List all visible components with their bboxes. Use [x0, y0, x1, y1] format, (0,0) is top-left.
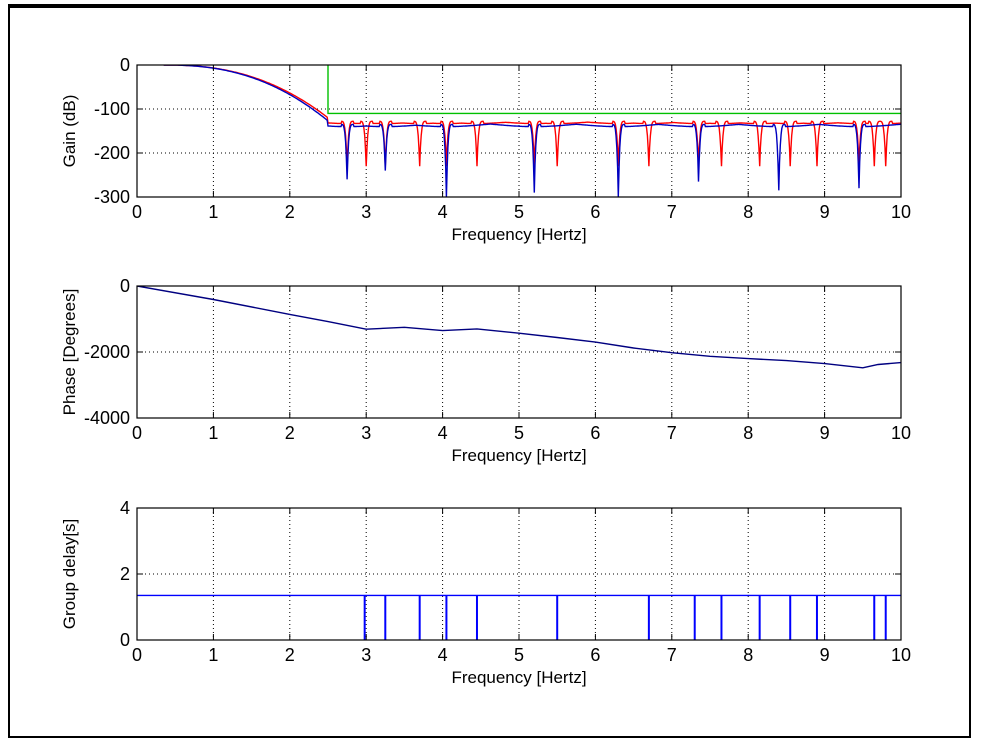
- x-tick-label: 0: [132, 423, 142, 443]
- x-tick-label: 9: [820, 423, 830, 443]
- y-tick-label: -100: [94, 99, 130, 119]
- y-tick-label: -2000: [84, 342, 130, 362]
- x-tick-label: 3: [361, 202, 371, 222]
- x-tick-label: 0: [132, 645, 142, 665]
- x-tick-label: 8: [743, 202, 753, 222]
- x-tick-label: 9: [820, 202, 830, 222]
- plot-1: 0 1 2 3 4 5 6 7 8 9 10 0 -100 -200 -300 Frequency [Hert…: [60, 55, 911, 244]
- x-tick-label: 1: [208, 423, 218, 443]
- series-line-1: [137, 286, 901, 369]
- x-tick-label: 7: [667, 202, 677, 222]
- x-tick-label: 5: [514, 423, 524, 443]
- y-tick-label: -4000: [84, 408, 130, 428]
- plot-2: 0 1 2 3 4 5 6 7 8 9 10 0 -2000 -4000 Frequency [Hertz]…: [60, 276, 911, 465]
- x-axis-label: Frequency [Hertz]: [451, 668, 586, 687]
- x-tick-label: 3: [361, 423, 371, 443]
- x-tick-label: 6: [590, 202, 600, 222]
- x-tick-label: 8: [743, 645, 753, 665]
- y-tick-label: 2: [120, 564, 130, 584]
- series-line-1: [327, 65, 901, 115]
- y-tick-label: 4: [120, 498, 130, 518]
- x-tick-label: 4: [438, 423, 448, 443]
- x-tick-label: 8: [743, 423, 753, 443]
- x-tick-label: 7: [667, 423, 677, 443]
- x-tick-label: 5: [514, 202, 524, 222]
- plot-data: [163, 65, 901, 197]
- x-tick-label: 4: [438, 645, 448, 665]
- x-tick-label: 6: [590, 423, 600, 443]
- plot-data: [137, 594, 901, 640]
- y-tick-label: 0: [120, 276, 130, 296]
- x-tick-label: 2: [285, 423, 295, 443]
- x-tick-label: 2: [285, 202, 295, 222]
- y-tick-label: 0: [120, 630, 130, 650]
- x-tick-label: 0: [132, 202, 142, 222]
- y-axis-label: Phase [Degrees]: [60, 289, 79, 416]
- y-axis-label: Gain (dB): [60, 95, 79, 168]
- x-tick-label: 10: [891, 423, 911, 443]
- y-tick-label: -200: [94, 143, 130, 163]
- x-tick-label: 5: [514, 645, 524, 665]
- x-axis-label: Frequency [Hertz]: [451, 225, 586, 244]
- figure-frame: [8, 4, 971, 738]
- x-tick-label: 3: [361, 645, 371, 665]
- x-tick-label: 1: [208, 645, 218, 665]
- x-tick-label: 1: [208, 202, 218, 222]
- x-tick-label: 9: [820, 645, 830, 665]
- x-tick-label: 10: [891, 645, 911, 665]
- series-line-2: [163, 65, 901, 167]
- series-line-3: [163, 65, 901, 197]
- x-tick-label: 6: [590, 645, 600, 665]
- y-tick-label: -300: [94, 187, 130, 207]
- x-axis-label: Frequency [Hertz]: [451, 446, 586, 465]
- x-tick-label: 7: [667, 645, 677, 665]
- x-tick-label: 10: [891, 202, 911, 222]
- y-tick-label: 0: [120, 55, 130, 75]
- plot-data: [137, 286, 901, 369]
- y-axis-label: Group delay[s]: [60, 519, 79, 630]
- x-tick-label: 4: [438, 202, 448, 222]
- x-tick-label: 2: [285, 645, 295, 665]
